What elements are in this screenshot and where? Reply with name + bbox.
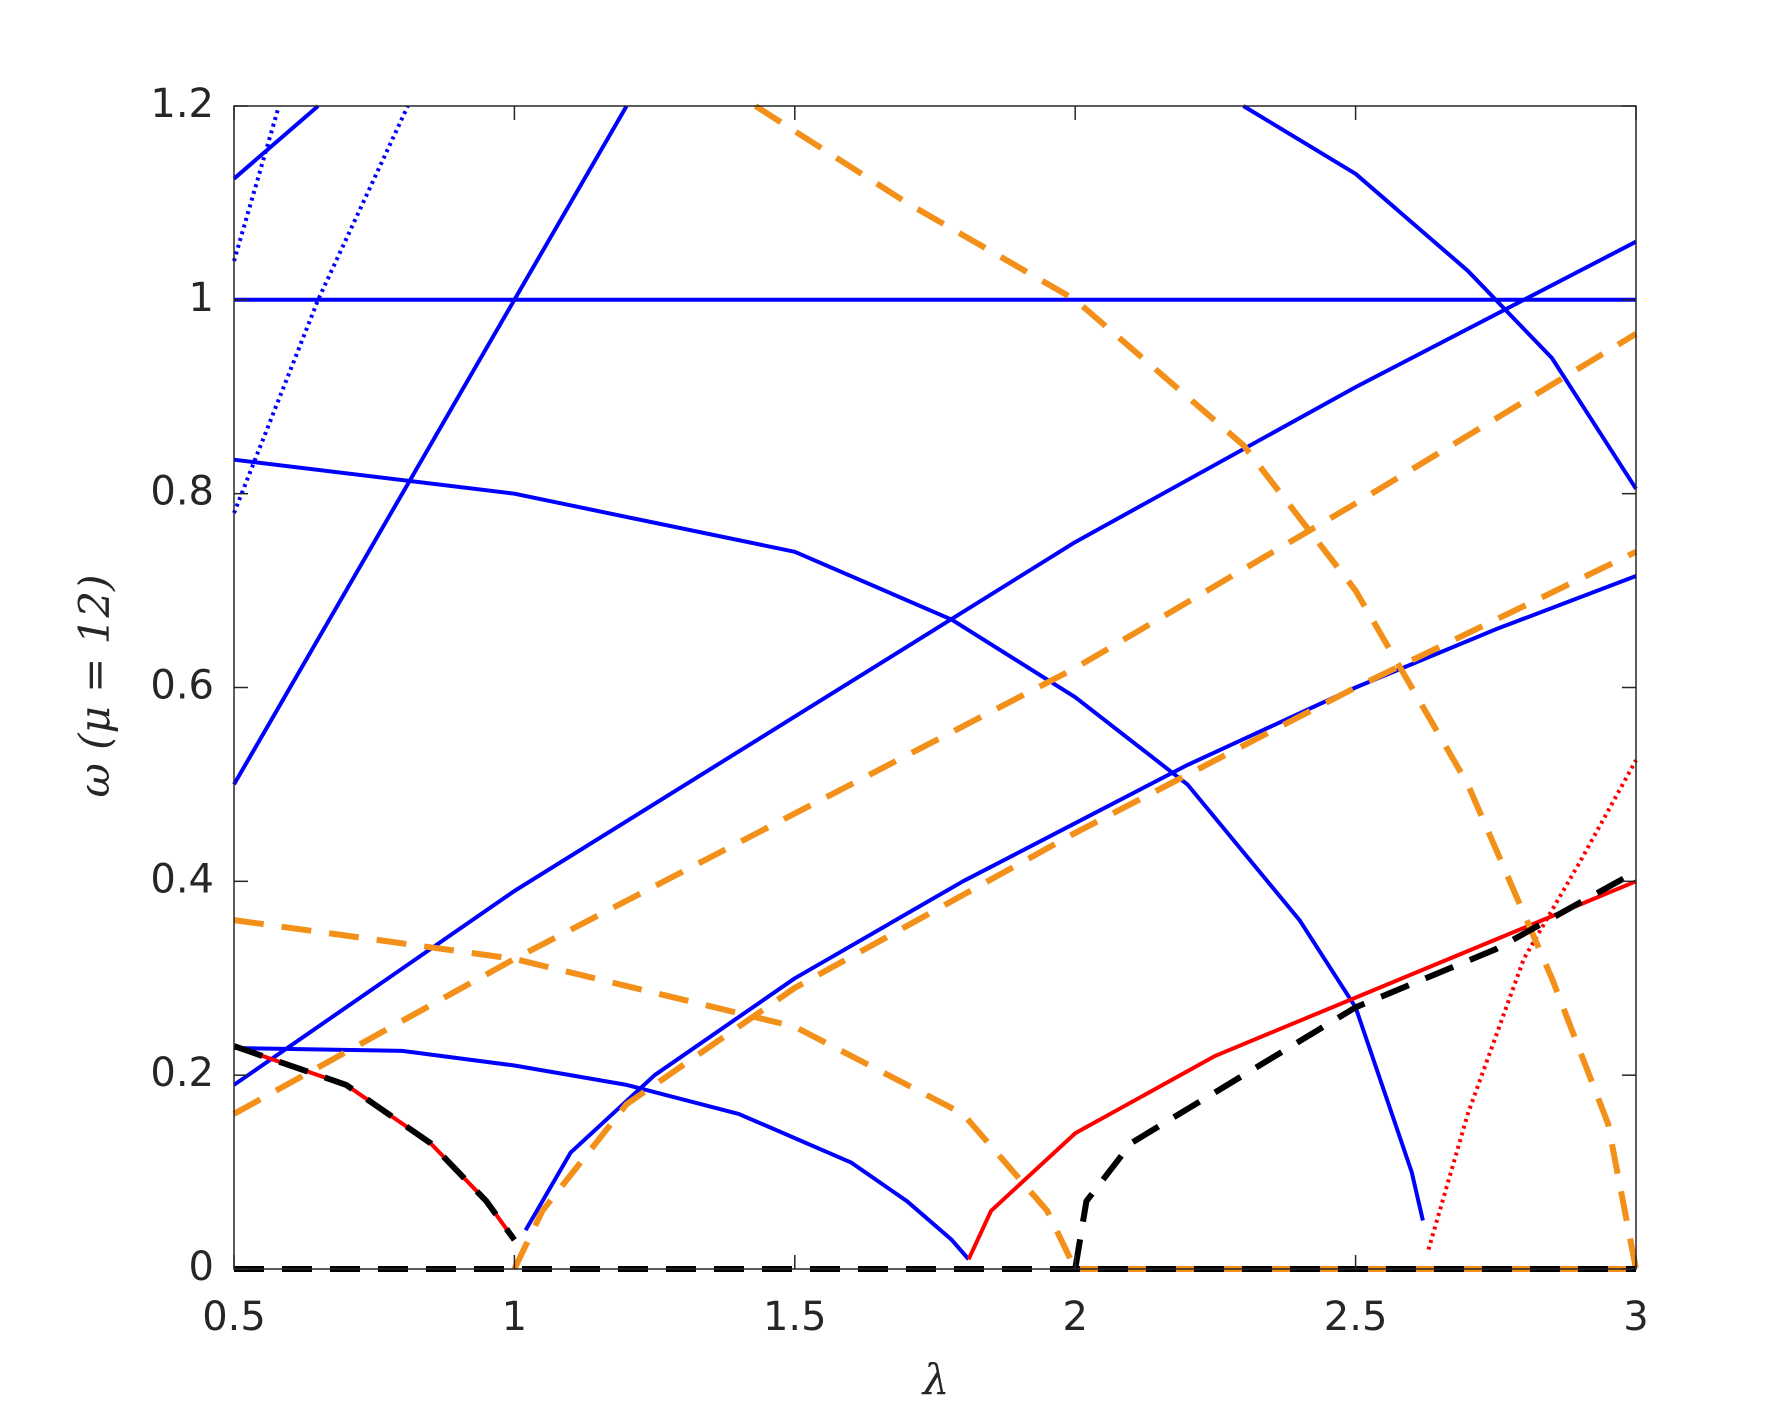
y-tick-label: 0.2 (150, 1050, 214, 1096)
curve (233, 1043, 517, 1242)
curve (233, 457, 1425, 1221)
curve (1426, 759, 1638, 1251)
y-tick-label: 0 (189, 1244, 214, 1290)
y-tick-label: 0.4 (150, 856, 214, 902)
y-axis-label: ω (μ = 12) (70, 574, 119, 797)
x-axis-label: λ (921, 1355, 950, 1404)
curve (523, 574, 1637, 1232)
curve (966, 879, 1637, 1261)
y-tick-label: 1.2 (150, 81, 214, 127)
curve (1242, 104, 1638, 490)
curve (233, 1046, 971, 1261)
curve (233, 1044, 517, 1242)
curve (1072, 868, 1638, 1270)
curve (753, 103, 1639, 1270)
curve (511, 549, 1638, 1271)
x-tick-label: 1 (502, 1294, 527, 1340)
curve (232, 331, 1638, 1117)
y-tick-label: 1 (189, 275, 214, 321)
curve (232, 104, 320, 181)
x-tick-label: 2 (1062, 1294, 1087, 1340)
y-tick-label: 0.6 (150, 663, 214, 709)
x-tick-label: 0.5 (202, 1294, 266, 1340)
x-tick-label: 1.5 (763, 1294, 827, 1340)
x-tick-label: 3 (1623, 1294, 1648, 1340)
curve (232, 239, 1637, 1087)
x-tick-label: 2.5 (1324, 1294, 1388, 1340)
y-tick-label: 0.8 (150, 469, 214, 515)
curve (232, 105, 410, 514)
curve (232, 104, 629, 786)
curve (232, 105, 281, 262)
plot-frame (233, 105, 1637, 1270)
